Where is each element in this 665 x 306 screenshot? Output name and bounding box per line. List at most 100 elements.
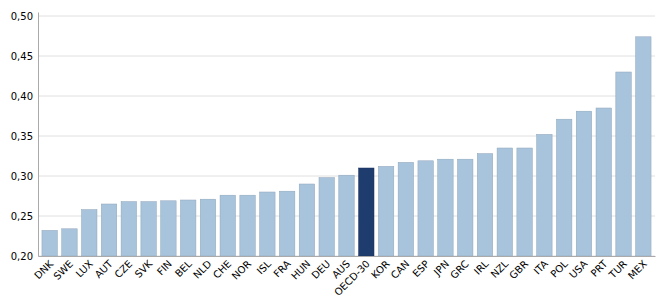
tick-label: SVK <box>133 258 155 280</box>
bar <box>636 37 651 256</box>
tick: 0,35 <box>11 131 38 142</box>
grid-line <box>38 96 655 97</box>
bar <box>556 119 571 256</box>
tick: OECD-30 <box>332 256 372 298</box>
bar <box>398 162 413 256</box>
tick: 0,50 <box>11 11 38 22</box>
tick: GRC <box>448 256 471 281</box>
bar <box>299 184 314 256</box>
tick: 0,20 <box>11 251 38 262</box>
bar <box>319 178 334 256</box>
tick: DEU <box>309 256 332 281</box>
bar <box>359 168 374 256</box>
tick: FIN <box>155 256 174 277</box>
tick: 0,45 <box>11 51 38 62</box>
tick: PRT <box>589 256 610 279</box>
chart: 0,20 0,25 0,30 0,35 0,40 0,45 0,50 DNKSWELUXAUT… <box>0 0 665 306</box>
bar <box>260 192 275 256</box>
bar <box>42 230 57 256</box>
tick-label: ESP <box>410 258 431 279</box>
tick-label: 0,45 <box>11 51 33 62</box>
tick-label: HUN <box>289 258 313 282</box>
bar <box>161 201 176 256</box>
tick: TUR <box>606 256 629 281</box>
tick-label: CAN <box>389 258 412 281</box>
tick-label: PRT <box>589 257 610 278</box>
tick: USA <box>567 256 590 281</box>
bar <box>220 195 235 256</box>
bar <box>141 202 156 256</box>
tick: NOR <box>230 256 254 282</box>
bar <box>180 200 195 256</box>
tick-label: NOR <box>230 258 254 282</box>
bar <box>616 72 631 256</box>
tick-label: IRL <box>472 258 491 277</box>
tick-label: POL <box>548 258 570 280</box>
bar <box>378 166 393 256</box>
tick: GBR <box>507 256 530 281</box>
tick: ESP <box>410 256 431 279</box>
tick: LUX <box>74 256 95 280</box>
axis-line <box>38 13 39 257</box>
tick-label: FRA <box>271 258 292 279</box>
tick-label: NLD <box>191 258 214 281</box>
tick: IRL <box>472 256 491 277</box>
bar <box>418 161 433 256</box>
tick: ITA <box>532 256 551 277</box>
tick: NZL <box>489 256 511 280</box>
tick-label: 0,20 <box>11 251 33 262</box>
tick: KOR <box>369 256 392 281</box>
tick-label: JPN <box>431 258 451 278</box>
tick-label: 0,50 <box>11 11 33 22</box>
tick: CHE <box>211 256 234 281</box>
bar <box>339 175 354 256</box>
tick: CZE <box>112 256 134 280</box>
bar <box>240 195 255 256</box>
tick-label: KOR <box>369 258 392 281</box>
tick: MEX <box>626 256 649 281</box>
bar <box>497 148 512 256</box>
tick: 0,40 <box>11 91 38 102</box>
tick: BEL <box>173 256 194 279</box>
grid-line <box>38 56 655 57</box>
tick: 0,30 <box>11 171 38 182</box>
tick: DNK <box>32 256 55 281</box>
bar <box>458 159 473 256</box>
tick: AUT <box>93 256 116 280</box>
grid-line <box>38 16 655 17</box>
tick-label: BEL <box>173 258 194 279</box>
tick-label: NZL <box>489 258 511 280</box>
bar <box>121 202 136 256</box>
bar <box>596 108 611 256</box>
tick: 0,25 <box>11 211 38 222</box>
tick-label: DNK <box>32 258 55 281</box>
tick-label: LUX <box>74 258 95 279</box>
tick: CAN <box>389 256 412 281</box>
grid <box>38 16 655 256</box>
tick-label: CZE <box>112 258 134 280</box>
tick: HUN <box>289 256 313 282</box>
x-axis: DNKSWELUXAUTCZESVKFINBELNLDCHENORISLFRAH… <box>32 256 655 298</box>
tick-label: TUR <box>606 258 629 281</box>
tick-label: ISL <box>255 258 274 277</box>
tick-label: 0,35 <box>11 131 33 142</box>
y-axis: 0,20 0,25 0,30 0,35 0,40 0,45 0,50 <box>11 11 39 262</box>
bar <box>537 134 552 256</box>
bar <box>576 111 591 256</box>
bar <box>200 199 215 256</box>
tick: POL <box>548 256 570 280</box>
bar <box>62 229 77 256</box>
tick: SVK <box>133 256 155 280</box>
tick-label: USA <box>567 258 590 281</box>
tick-label: 0,40 <box>11 91 33 102</box>
tick-label: ITA <box>532 258 551 277</box>
bar <box>101 204 116 256</box>
tick-label: AUT <box>93 257 116 280</box>
tick-label: OECD-30 <box>332 258 372 298</box>
bar <box>477 154 492 256</box>
tick: JPN <box>431 256 451 278</box>
tick: SWE <box>51 256 75 282</box>
bars <box>42 37 651 256</box>
bar <box>517 148 532 256</box>
tick-label: SWE <box>51 258 75 282</box>
